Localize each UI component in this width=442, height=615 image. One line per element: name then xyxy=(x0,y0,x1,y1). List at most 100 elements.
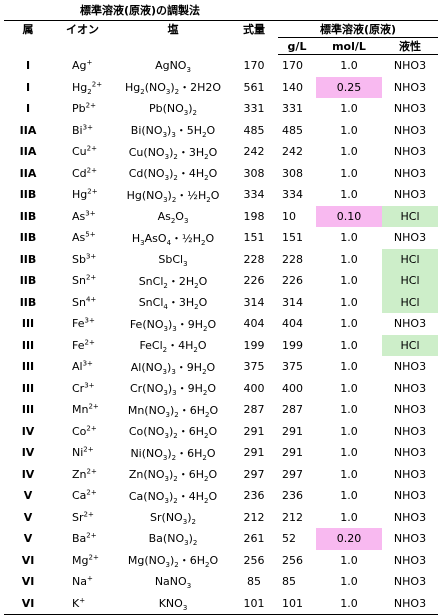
header-formula-weight: 式量 xyxy=(230,20,278,55)
cell-formula-weight: 261 xyxy=(243,532,265,546)
table-row: IIB Sn2+ SnCl2・2H2O 226 226 1.0 HCl xyxy=(4,270,439,292)
cell-formula-weight: 256 xyxy=(243,553,265,567)
table-row: IIB Sb3+ SbCl3 228 228 1.0 HCl xyxy=(4,248,439,270)
cell-liquid: NHO3 xyxy=(393,145,427,159)
cell-salt: Co(NO3)2・6H2O xyxy=(128,425,218,441)
table-row: IIA Cd2+ Cd(NO3)2・4H2O 308 308 1.0 NHO3 xyxy=(4,163,438,185)
cell-gpl: 10 xyxy=(282,209,296,223)
cell-molpl: 1.0 xyxy=(340,274,358,288)
table-row: VI Na+ NaNO3 85 85 1.0 NHO3 xyxy=(4,571,438,593)
cell-ion: Cd2+ xyxy=(72,166,97,180)
table-row: V Ba2+ Ba(NO3)2 261 52 0.20 NHO3 xyxy=(4,528,438,550)
cell-gpl: 228 xyxy=(282,252,303,266)
cell-salt: SbCl3 xyxy=(158,252,188,268)
cell-salt: SnCl4・3H2O xyxy=(138,296,208,312)
table-row: III Fe3+ Fe(NO3)3・9H2O 404 404 1.0 NHO3 xyxy=(4,313,438,335)
cell-gpl: 236 xyxy=(282,489,303,503)
cell-group: V xyxy=(23,532,33,546)
cell-group: VI xyxy=(21,575,35,589)
table-row: VI Mg2+ Mg(NO3)2・6H2O 256 256 1.0 NHO3 xyxy=(4,550,438,572)
cell-salt: Fe(NO3)3・9H2O xyxy=(129,317,217,333)
cell-liquid: NHO3 xyxy=(393,381,427,395)
cell-gpl: 291 xyxy=(282,424,303,438)
header-gpl: g/L xyxy=(278,37,316,55)
table-row: IV Zn2+ Zn(NO3)2・6H2O 297 297 1.0 NHO3 xyxy=(4,464,438,486)
cell-molpl: 1.0 xyxy=(340,317,358,331)
cell-ion: Hg2+ xyxy=(72,187,98,202)
cell-molpl: 1.0 xyxy=(340,338,358,352)
cell-gpl: 400 xyxy=(282,381,303,395)
cell-liquid: NHO3 xyxy=(393,123,427,137)
cell-ion: Mg2+ xyxy=(72,553,99,567)
cell-formula-weight: 297 xyxy=(243,467,265,481)
cell-group: V xyxy=(23,489,33,503)
cell-ion: Al3+ xyxy=(72,359,93,374)
header-row-2: g/L mol/L 液性 xyxy=(4,37,439,55)
cell-gpl: 287 xyxy=(282,403,303,417)
cell-formula-weight: 287 xyxy=(243,403,265,417)
cell-formula-weight: 314 xyxy=(243,295,265,309)
cell-group: IIB xyxy=(19,274,37,288)
cell-liquid: NHO3 xyxy=(393,317,427,331)
cell-molpl: 1.0 xyxy=(340,424,358,438)
cell-salt: Cr(NO3)3・9H2O xyxy=(129,382,217,398)
cell-salt: As2O3 xyxy=(157,209,189,225)
cell-gpl: 404 xyxy=(282,317,303,331)
header-molpl: mol/L xyxy=(316,37,382,55)
cell-ion: Sn4+ xyxy=(72,295,97,309)
cell-formula-weight: 198 xyxy=(243,209,265,223)
table-row: I Ag+ AgNO3 170 170 1.0 NHO3 xyxy=(4,55,438,77)
header-group: 属 xyxy=(4,20,52,55)
cell-ion: K+ xyxy=(52,592,116,615)
table-title: 標準溶液(原液)の調製法 xyxy=(79,4,201,17)
cell-gpl: 334 xyxy=(282,188,303,202)
cell-liquid: HCl xyxy=(382,270,439,292)
cell-ion: Sb3+ xyxy=(72,252,97,266)
cell-liquid: NHO3 xyxy=(393,532,427,546)
cell-ion: Ca2+ xyxy=(72,488,97,503)
table-row: III Fe2+ FeCl2・4H2O 199 199 1.0 HCl xyxy=(4,334,439,356)
cell-ion: As3+ xyxy=(72,209,96,223)
cell-liquid: NHO3 xyxy=(393,360,427,374)
cell-gpl: 212 xyxy=(282,510,303,524)
cell-formula-weight: 212 xyxy=(243,510,265,524)
cell-formula-weight: 101 xyxy=(230,592,278,615)
cell-ion: Co2+ xyxy=(72,424,97,438)
cell-liquid: NHO3 xyxy=(393,489,427,503)
cell-gpl: 101 xyxy=(278,592,316,615)
table-row: IV Ni2+ Ni(NO3)2・6H2O 291 291 1.0 NHO3 xyxy=(4,442,438,464)
cell-formula-weight: 375 xyxy=(243,360,265,374)
cell-formula-weight: 226 xyxy=(243,274,265,288)
cell-molpl: 1.0 xyxy=(340,123,358,137)
cell-liquid: NHO3 xyxy=(393,188,427,202)
cell-formula-weight: 170 xyxy=(243,59,265,72)
cell-liquid: NHO3 xyxy=(393,166,427,180)
table-row: III Cr3+ Cr(NO3)3・9H2O 400 400 1.0 NHO3 xyxy=(4,378,438,400)
cell-salt: Sr(NO3)2 xyxy=(150,510,196,526)
cell-salt: Cu(NO3)2・3H2O xyxy=(128,145,218,161)
cell-gpl: 375 xyxy=(282,360,303,374)
cell-liquid: NHO3 xyxy=(393,467,427,481)
header-liquid: 液性 xyxy=(382,37,439,55)
cell-salt: H3AsO4・½H2O xyxy=(131,231,215,247)
cell-gpl: 308 xyxy=(282,166,303,180)
cell-salt: Mn(NO3)2・6H2O xyxy=(127,403,219,419)
cell-ion: Na+ xyxy=(72,574,93,589)
cell-group: IIB xyxy=(19,295,37,309)
table-body: I Ag+ AgNO3 170 170 1.0 NHO3 I Hg22+ Hg2(NO3)2・2H… xyxy=(4,55,439,615)
cell-liquid: NHO3 xyxy=(393,80,427,94)
cell-formula-weight: 485 xyxy=(243,123,265,137)
cell-salt: Bi(NO3)3・5H2O xyxy=(130,124,216,140)
cell-group: IIB xyxy=(19,231,37,245)
cell-salt: Ni(NO3)2・6H2O xyxy=(130,446,216,462)
cell-gpl: 485 xyxy=(282,123,303,137)
cell-group: IIB xyxy=(19,209,37,223)
cell-group: III xyxy=(21,360,35,374)
cell-molpl: 1.0 xyxy=(340,145,358,159)
cell-molpl: 0.20 xyxy=(316,528,382,550)
cell-group: III xyxy=(21,403,35,417)
cell-molpl: 1.0 xyxy=(340,381,358,395)
table-row: I Hg22+ Hg2(NO3)2・2H2O 561 140 0.25 NHO3 xyxy=(4,76,438,98)
cell-liquid: NHO3 xyxy=(393,575,427,589)
cell-molpl: 1.0 xyxy=(340,360,358,374)
